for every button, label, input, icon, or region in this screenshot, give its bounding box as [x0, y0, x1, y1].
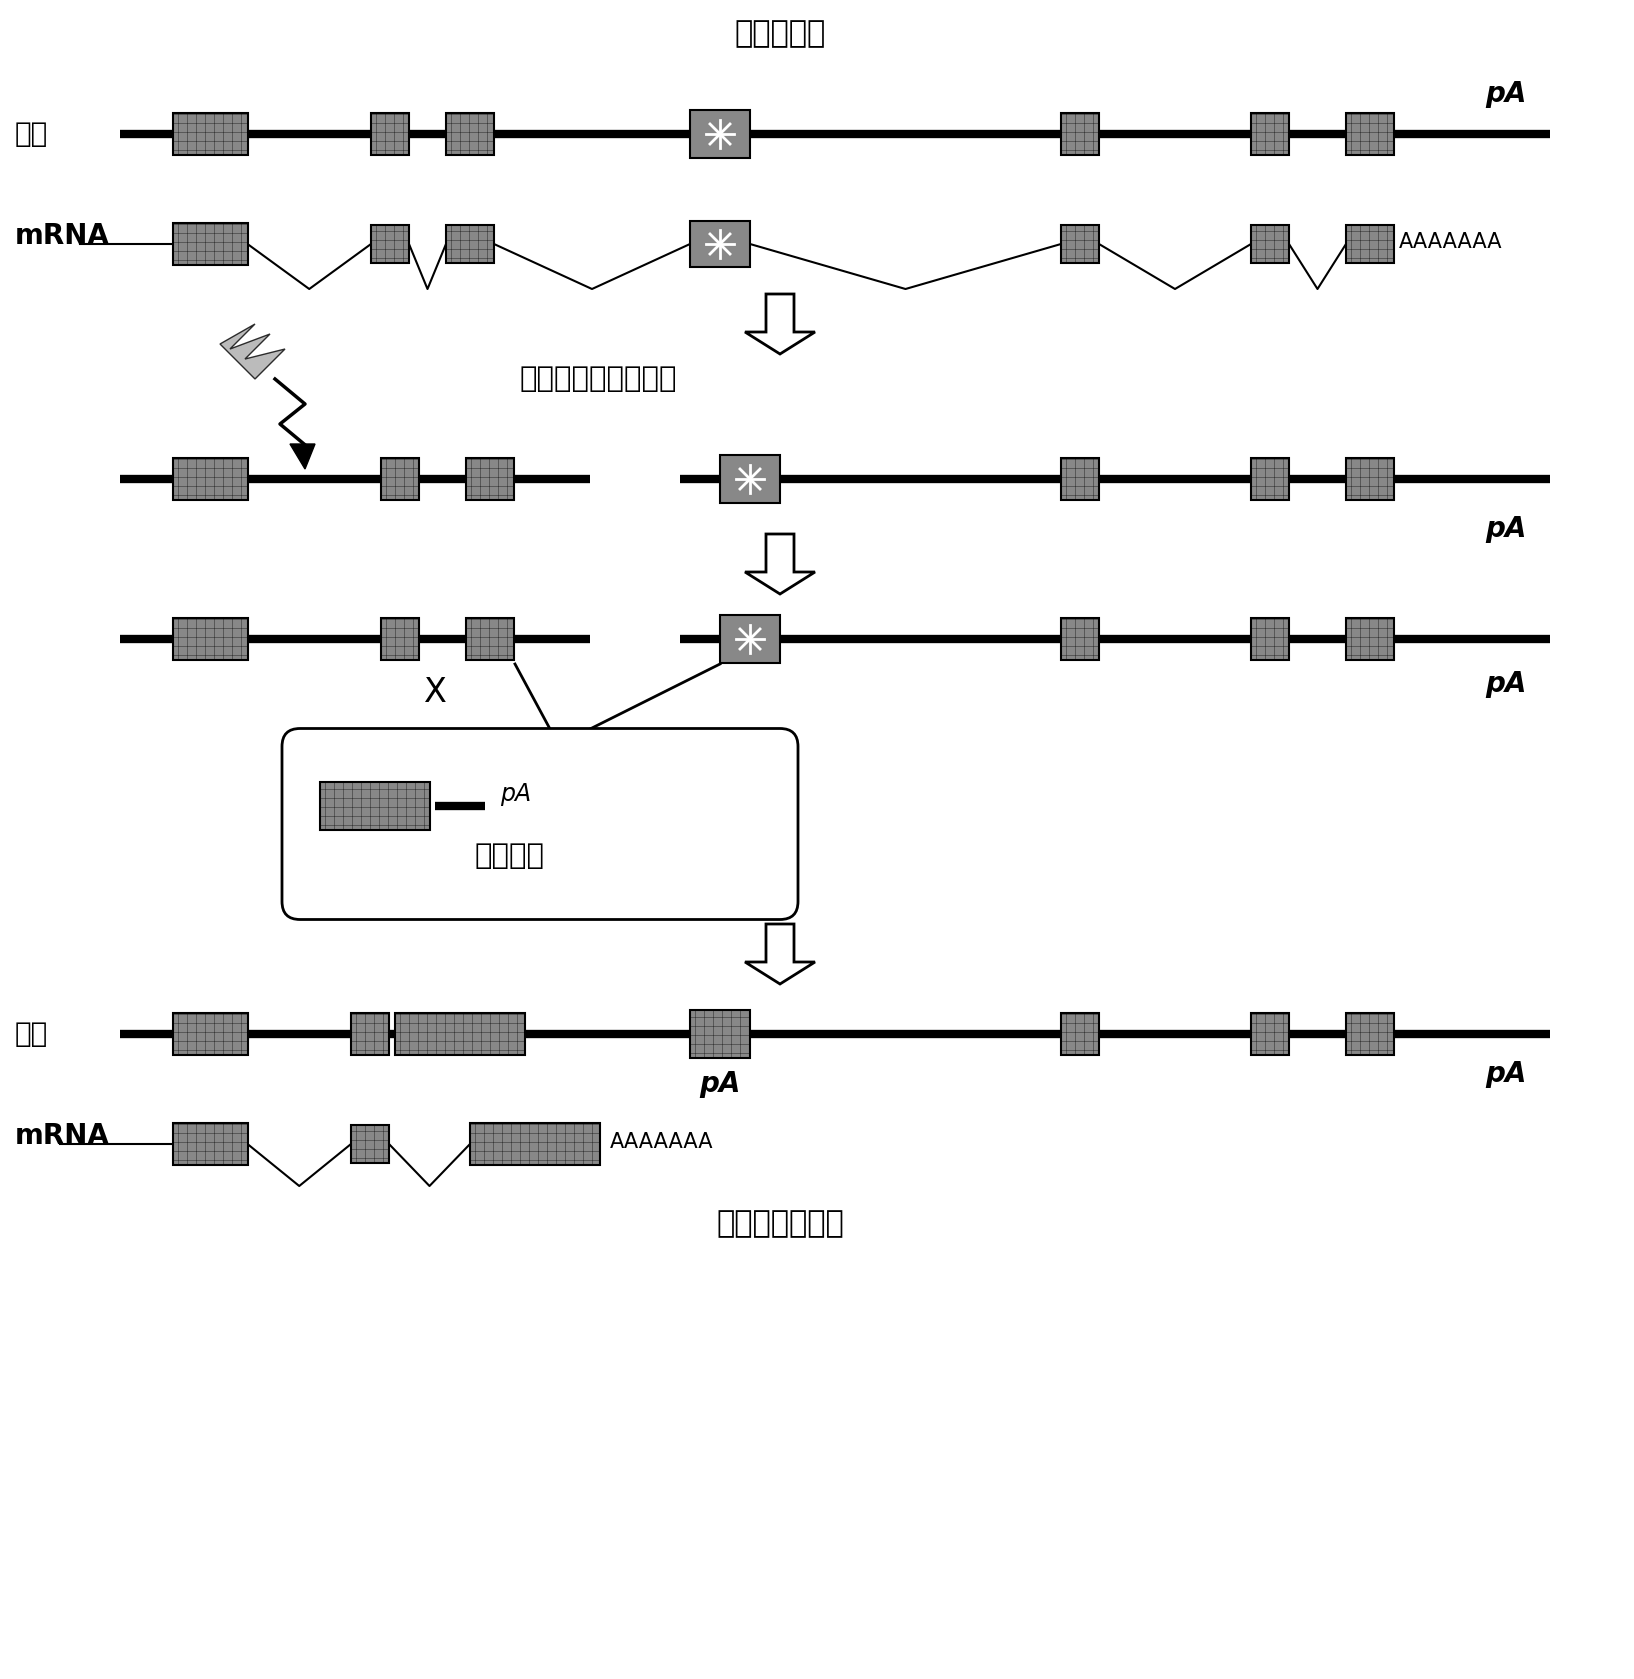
FancyBboxPatch shape [690, 1011, 750, 1058]
FancyBboxPatch shape [1252, 112, 1289, 154]
Text: AAAAAAA: AAAAAAA [609, 1132, 714, 1152]
FancyBboxPatch shape [466, 618, 515, 660]
Text: 基因: 基因 [15, 119, 49, 148]
FancyBboxPatch shape [1060, 1012, 1100, 1054]
FancyBboxPatch shape [446, 225, 493, 264]
Text: mRNA: mRNA [15, 222, 109, 250]
FancyBboxPatch shape [1060, 458, 1100, 500]
Text: pA: pA [1485, 515, 1526, 542]
FancyBboxPatch shape [1252, 458, 1289, 500]
Polygon shape [221, 324, 284, 379]
Text: pA: pA [500, 782, 531, 806]
FancyBboxPatch shape [471, 1123, 600, 1165]
Text: pA: pA [699, 1070, 740, 1098]
FancyBboxPatch shape [1252, 618, 1289, 660]
FancyBboxPatch shape [320, 782, 430, 829]
FancyBboxPatch shape [1346, 1012, 1394, 1054]
FancyBboxPatch shape [381, 618, 418, 660]
Text: pA: pA [1485, 670, 1526, 698]
FancyBboxPatch shape [721, 455, 779, 504]
FancyBboxPatch shape [1346, 618, 1394, 660]
Text: 外显子突变: 外显子突变 [734, 20, 825, 49]
FancyBboxPatch shape [690, 111, 750, 158]
FancyBboxPatch shape [173, 458, 247, 500]
FancyBboxPatch shape [351, 1125, 389, 1164]
FancyBboxPatch shape [1060, 112, 1100, 154]
FancyBboxPatch shape [173, 223, 247, 265]
FancyBboxPatch shape [721, 615, 779, 663]
FancyBboxPatch shape [395, 1012, 525, 1054]
FancyBboxPatch shape [1252, 1012, 1289, 1054]
Polygon shape [745, 923, 815, 984]
FancyBboxPatch shape [173, 1123, 247, 1165]
Text: 基因: 基因 [15, 1021, 49, 1048]
Text: 修复基体: 修复基体 [475, 841, 546, 870]
FancyBboxPatch shape [351, 1012, 389, 1054]
FancyBboxPatch shape [1252, 225, 1289, 264]
Polygon shape [745, 534, 815, 594]
Text: 用大范围核酸酶切割: 用大范围核酸酶切割 [520, 364, 678, 393]
FancyBboxPatch shape [1346, 112, 1394, 154]
Text: pA: pA [1485, 1059, 1526, 1088]
Text: mRNA: mRNA [15, 1122, 109, 1150]
FancyBboxPatch shape [446, 112, 493, 154]
FancyBboxPatch shape [371, 112, 408, 154]
Text: 功能基因的基因: 功能基因的基因 [716, 1209, 843, 1239]
FancyBboxPatch shape [1060, 225, 1100, 264]
Text: AAAAAAA: AAAAAAA [1399, 232, 1503, 252]
FancyBboxPatch shape [371, 225, 408, 264]
Text: pA: pA [1485, 81, 1526, 107]
FancyBboxPatch shape [173, 618, 247, 660]
FancyBboxPatch shape [690, 222, 750, 267]
FancyBboxPatch shape [1346, 225, 1394, 264]
FancyBboxPatch shape [173, 1012, 247, 1054]
FancyBboxPatch shape [173, 112, 247, 154]
Polygon shape [745, 294, 815, 354]
FancyBboxPatch shape [466, 458, 515, 500]
Polygon shape [289, 443, 315, 468]
FancyBboxPatch shape [1346, 458, 1394, 500]
FancyBboxPatch shape [1060, 618, 1100, 660]
FancyBboxPatch shape [283, 729, 797, 920]
FancyBboxPatch shape [381, 458, 418, 500]
Text: X: X [423, 675, 446, 709]
